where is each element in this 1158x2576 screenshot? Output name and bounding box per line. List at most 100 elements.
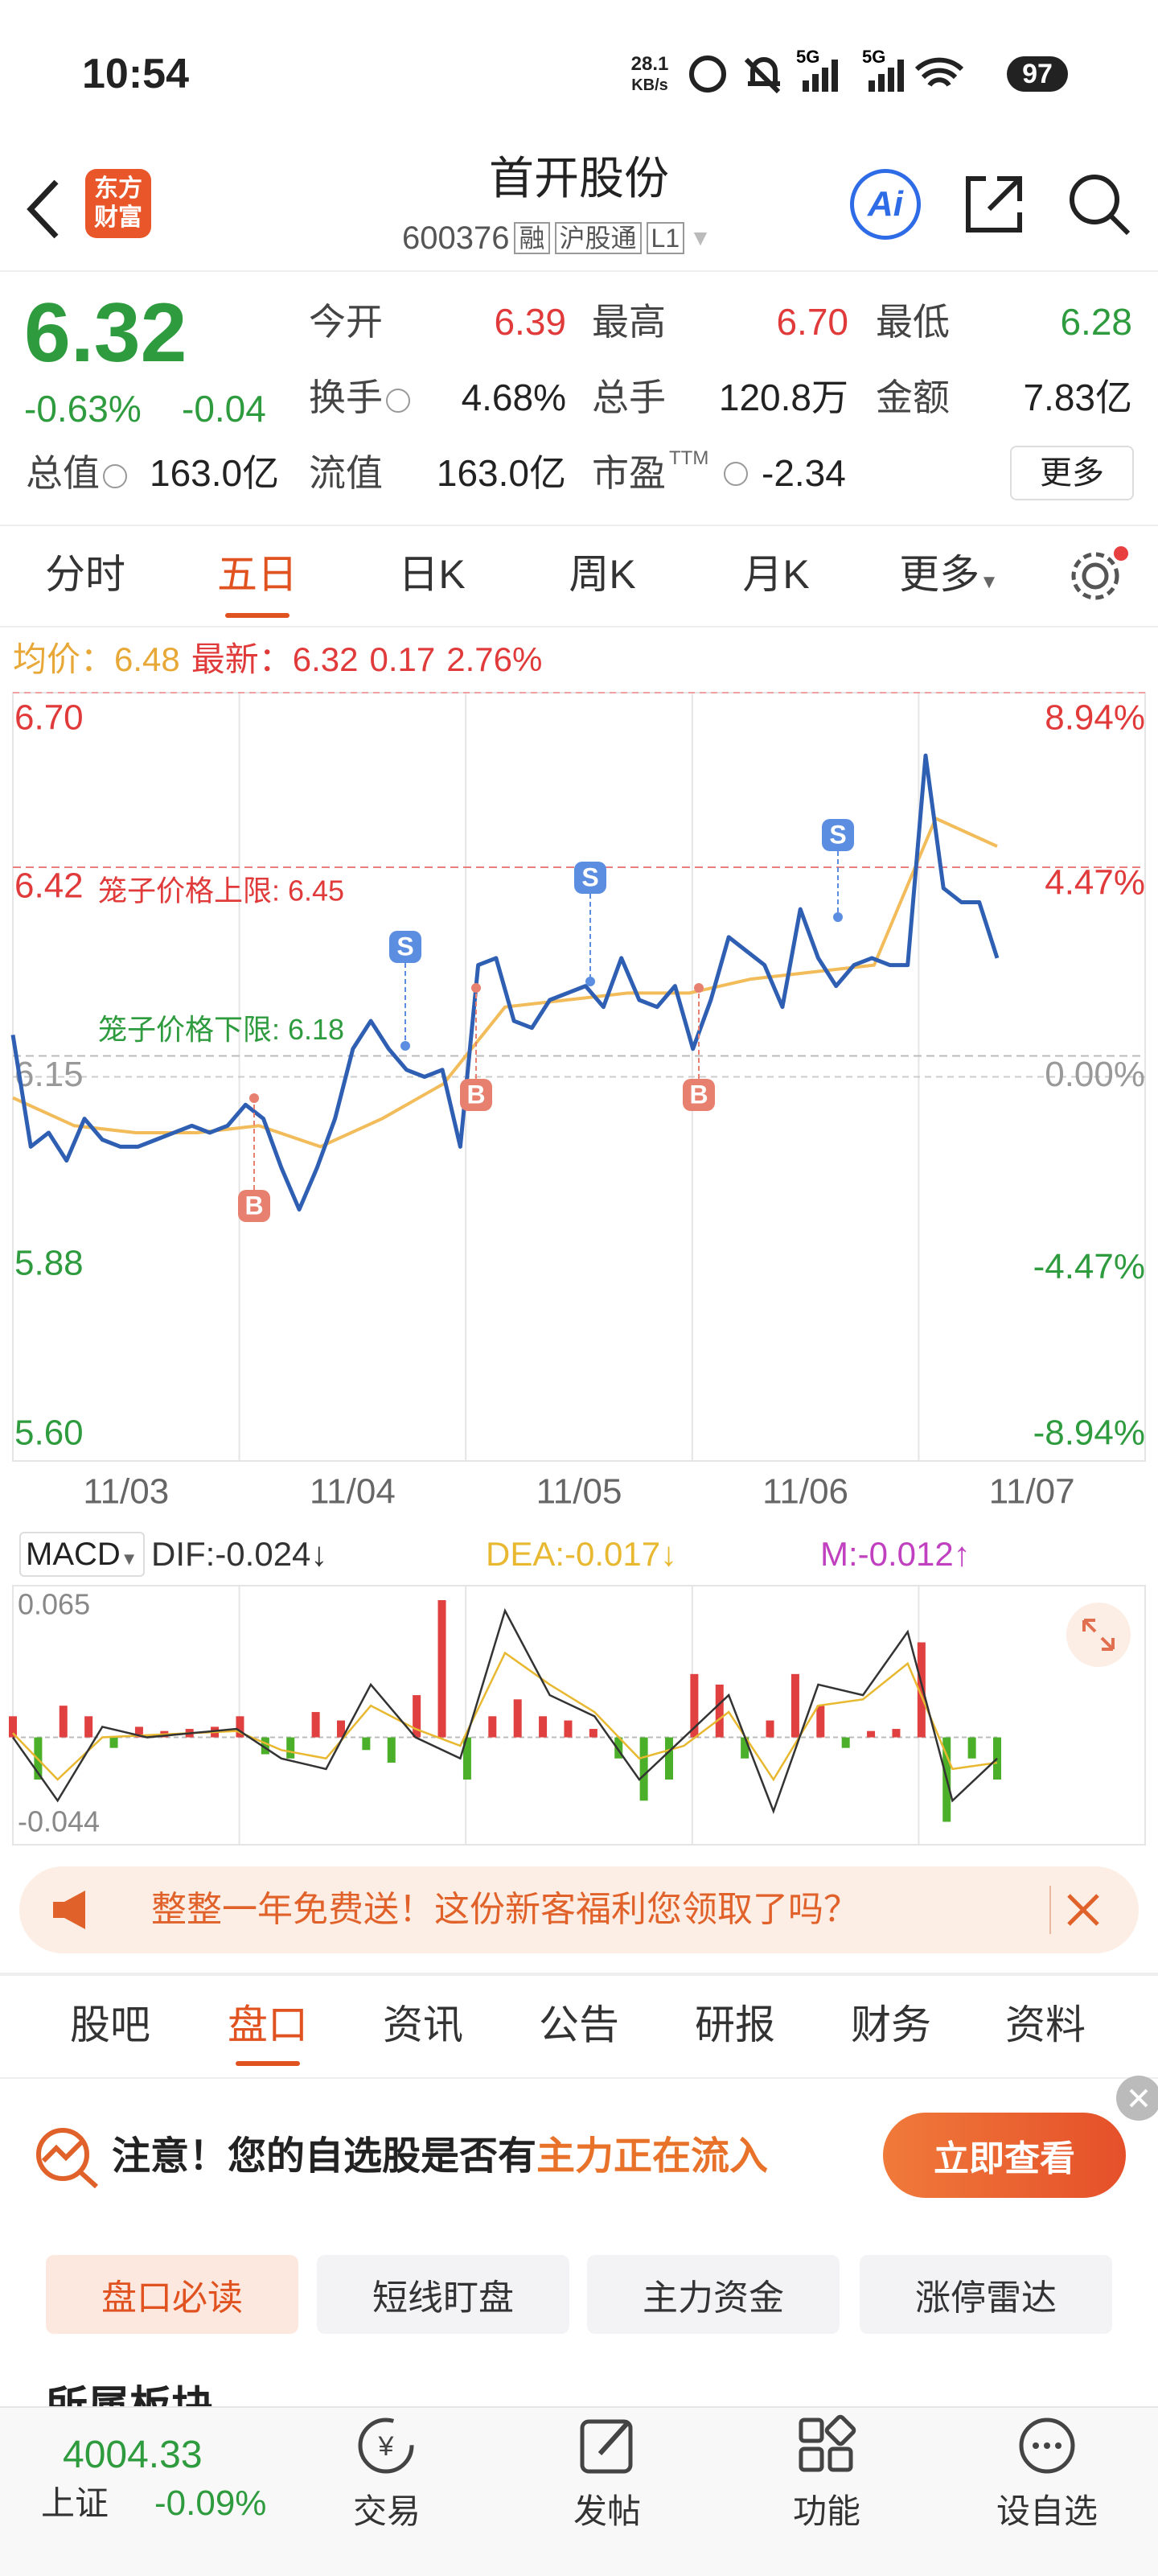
function-icon[interactable] bbox=[795, 2413, 859, 2478]
legend-change-pct: 2.76% bbox=[446, 640, 543, 678]
marker-label: B bbox=[466, 1080, 485, 1109]
info-icon[interactable] bbox=[103, 463, 127, 488]
last-label: 最新：6.32 bbox=[191, 643, 359, 677]
macd-bar bbox=[488, 1716, 497, 1738]
macd-bar bbox=[639, 1737, 648, 1801]
sub-tab[interactable]: 短线盯盘 bbox=[317, 2255, 569, 2334]
tab[interactable]: 日K bbox=[398, 552, 466, 597]
x-tick-label: 11/06 bbox=[762, 1472, 848, 1512]
macd-bar bbox=[84, 1716, 93, 1738]
info-icon[interactable] bbox=[386, 388, 410, 413]
y2-tick-label: 8.94% bbox=[1045, 698, 1145, 738]
macd-bar bbox=[311, 1712, 320, 1738]
tab[interactable]: 月K bbox=[742, 552, 810, 597]
tab[interactable]: 更多▼ bbox=[899, 554, 999, 595]
macd-bar bbox=[967, 1737, 976, 1759]
dif-line bbox=[11, 1607, 998, 1814]
index-name: 上证 bbox=[41, 2484, 109, 2522]
expand-button[interactable] bbox=[1065, 1601, 1132, 1669]
dropdown-arrow: ▼ bbox=[689, 225, 712, 250]
x-tick-label: 11/04 bbox=[310, 1472, 396, 1512]
tab-active[interactable]: 五日 bbox=[217, 552, 298, 597]
field-label: 最高 bbox=[592, 301, 666, 343]
marker-badge bbox=[389, 931, 421, 963]
section-tab[interactable]: 公告 bbox=[539, 2002, 619, 2047]
more-button[interactable]: 更多 bbox=[1010, 446, 1134, 500]
field-value: -2.34 bbox=[762, 452, 846, 494]
svg-text:¥: ¥ bbox=[378, 2431, 394, 2462]
sub-tab[interactable]: 涨停雷达 bbox=[860, 2255, 1112, 2334]
tab[interactable]: 分时 bbox=[45, 552, 125, 597]
macd-selector[interactable]: MACD▼ bbox=[19, 1532, 145, 1577]
tag: 沪股通 bbox=[554, 222, 642, 254]
field-label: 流值 bbox=[309, 452, 383, 494]
nav-item[interactable]: 设自选 bbox=[996, 2492, 1098, 2530]
nav-item[interactable]: 交易 bbox=[352, 2492, 421, 2530]
tab-text: 更多 bbox=[899, 552, 980, 597]
field-label: 总手 bbox=[592, 377, 666, 418]
settings-button[interactable] bbox=[1066, 544, 1131, 605]
macd-bar bbox=[413, 1695, 421, 1738]
last-label-text: 最新： bbox=[191, 640, 293, 678]
y-tick-label: 6.42 bbox=[14, 866, 84, 906]
promo-icon bbox=[36, 2128, 99, 2188]
banner-text: 整整一年免费送！这份新客福利您领取了吗？ bbox=[151, 1890, 859, 1929]
field-value: 163.0亿 bbox=[436, 452, 566, 494]
lower-limit-label: 笼子价格下限: 6.18 bbox=[98, 1013, 344, 1046]
macd-m: M:-0.012↑ bbox=[820, 1535, 971, 1573]
section-tab-active[interactable]: 盘口 bbox=[228, 2002, 308, 2047]
trade-icon[interactable]: ¥ bbox=[354, 2413, 418, 2478]
section-tab[interactable]: 研报 bbox=[695, 2002, 775, 2047]
back-button[interactable] bbox=[24, 177, 64, 241]
macd-bar bbox=[867, 1730, 876, 1738]
nav-item[interactable]: 功能 bbox=[792, 2492, 861, 2530]
macd-bar bbox=[337, 1720, 345, 1738]
macd-bar bbox=[690, 1673, 699, 1738]
ai-button[interactable]: Ai bbox=[850, 169, 921, 240]
divider bbox=[0, 626, 1158, 628]
bottom-nav bbox=[0, 2406, 1158, 2576]
sub-tab-active[interactable]: 盘口必读 bbox=[46, 2255, 298, 2334]
share-button[interactable] bbox=[962, 172, 1026, 237]
price-line bbox=[10, 753, 1000, 1212]
speaker-icon bbox=[53, 1891, 85, 1929]
macd-dea: DEA:-0.017↓ bbox=[486, 1535, 678, 1573]
info-icon[interactable] bbox=[724, 462, 748, 486]
section-tab[interactable]: 股吧 bbox=[70, 2002, 150, 2047]
section-tab[interactable]: 资料 bbox=[1005, 2002, 1086, 2047]
search-button[interactable] bbox=[1066, 171, 1133, 238]
separator bbox=[1049, 1886, 1051, 1934]
post-icon[interactable] bbox=[576, 2413, 640, 2478]
promo-text: 注意！您的自选股是否有主力正在流入 bbox=[112, 2138, 768, 2176]
macd-tick-label: -0.044 bbox=[18, 1805, 100, 1838]
close-promo[interactable] bbox=[1110, 2074, 1158, 2122]
x-tick-label: 11/05 bbox=[536, 1472, 622, 1512]
tab-underline bbox=[236, 2061, 300, 2066]
nav-item[interactable]: 发帖 bbox=[573, 2492, 642, 2530]
field-value: 163.0亿 bbox=[150, 452, 280, 494]
promo-button[interactable]: 立即查看 bbox=[883, 2113, 1126, 2198]
banner[interactable] bbox=[19, 1866, 1139, 1953]
svg-text:5G: 5G bbox=[862, 48, 885, 67]
promo-text-1: 注意！您的自选股是否有 bbox=[112, 2135, 537, 2178]
field-value: 7.83亿 bbox=[1023, 377, 1132, 418]
macd-dif: DIF:-0.024↓ bbox=[151, 1535, 328, 1573]
section-tab[interactable]: 资讯 bbox=[383, 2002, 463, 2047]
marker-dot bbox=[694, 983, 704, 993]
watchlist-icon[interactable] bbox=[1015, 2413, 1079, 2478]
tab[interactable]: 周K bbox=[569, 552, 636, 597]
index-change: -0.09% bbox=[154, 2483, 267, 2523]
sub-tab[interactable]: 主力资金 bbox=[587, 2255, 840, 2334]
upper-limit-label: 笼子价格上限: 6.45 bbox=[98, 874, 344, 907]
index-value: 4004.33 bbox=[63, 2434, 203, 2476]
code-line: 600376 融 沪股通 L1 ▼ bbox=[402, 222, 712, 254]
macd-bar bbox=[539, 1716, 548, 1738]
label-text: 换手 bbox=[309, 377, 383, 418]
close-banner[interactable] bbox=[1066, 1892, 1101, 1928]
macd-bar bbox=[564, 1720, 573, 1738]
macd-bar bbox=[766, 1720, 774, 1738]
section-tab[interactable]: 财务 bbox=[851, 2002, 931, 2047]
field-label: 金额 bbox=[876, 377, 950, 418]
y2-tick-label: 0.00% bbox=[1045, 1055, 1145, 1094]
